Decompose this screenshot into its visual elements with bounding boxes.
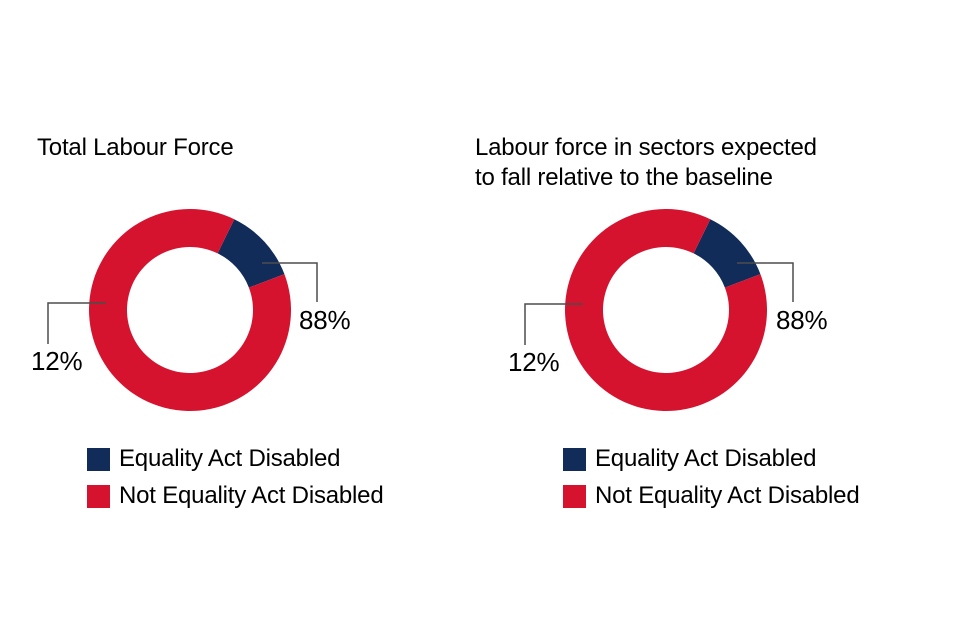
donut-chart-left bbox=[89, 209, 291, 411]
percent-callout-left-88: 88% bbox=[299, 305, 351, 335]
legend-right: Equality Act Disabled Not Equality Act D… bbox=[563, 447, 860, 509]
chart-title-left: Total Labour Force bbox=[37, 134, 234, 161]
pie-slice-not-equality-act-disabled bbox=[565, 209, 767, 411]
legend-label: Not Equality Act Disabled bbox=[119, 482, 384, 509]
legend-swatch-equality-act-disabled bbox=[87, 447, 110, 471]
legend-label: Not Equality Act Disabled bbox=[595, 482, 860, 509]
legend-swatch-equality-act-disabled bbox=[563, 447, 586, 471]
pie-slice-not-equality-act-disabled bbox=[89, 209, 291, 411]
percent-callout-left-12: 12% bbox=[31, 346, 83, 376]
percent-callout-right-88: 88% bbox=[776, 305, 828, 335]
donut-chart-right bbox=[565, 209, 767, 411]
percent-callout-right-12: 12% bbox=[508, 347, 560, 377]
legend-swatch-not-equality-act-disabled bbox=[563, 484, 586, 508]
legend-label: Equality Act Disabled bbox=[595, 445, 817, 472]
chart-title-right: Labour force in sectors expected to fall… bbox=[475, 134, 817, 191]
legend-label: Equality Act Disabled bbox=[119, 445, 341, 472]
legend-swatch-not-equality-act-disabled bbox=[87, 484, 110, 508]
legend-item: Not Equality Act Disabled bbox=[87, 482, 384, 509]
legend-left: Equality Act Disabled Not Equality Act D… bbox=[87, 447, 384, 509]
legend-item: Not Equality Act Disabled bbox=[563, 482, 860, 509]
legend-item: Equality Act Disabled bbox=[563, 447, 859, 471]
legend-item: Equality Act Disabled bbox=[87, 447, 383, 471]
